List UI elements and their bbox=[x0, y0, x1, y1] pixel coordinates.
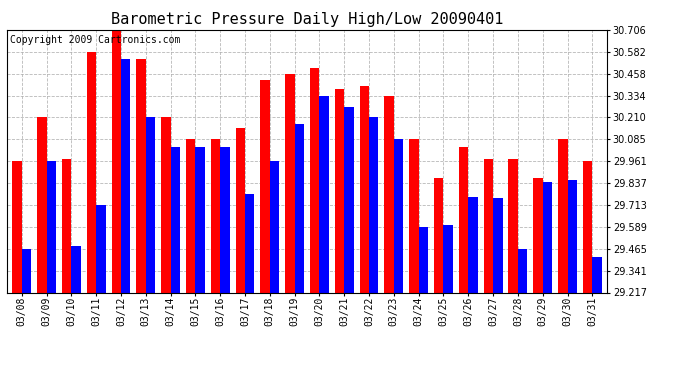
Bar bbox=[170, 147, 180, 292]
Bar bbox=[161, 117, 170, 292]
Bar bbox=[295, 124, 304, 292]
Bar bbox=[592, 257, 602, 292]
Bar bbox=[47, 161, 56, 292]
Text: Copyright 2009 Cartronics.com: Copyright 2009 Cartronics.com bbox=[10, 35, 180, 45]
Bar bbox=[583, 161, 592, 292]
Bar bbox=[419, 227, 428, 292]
Title: Barometric Pressure Daily High/Low 20090401: Barometric Pressure Daily High/Low 20090… bbox=[111, 12, 503, 27]
Bar bbox=[285, 74, 295, 292]
Bar bbox=[335, 89, 344, 292]
Bar bbox=[186, 140, 195, 292]
Bar bbox=[344, 107, 354, 292]
Bar bbox=[394, 140, 403, 292]
Bar bbox=[245, 194, 255, 292]
Bar bbox=[137, 59, 146, 292]
Bar bbox=[235, 128, 245, 292]
Bar bbox=[567, 180, 577, 292]
Bar bbox=[220, 147, 230, 292]
Bar bbox=[518, 249, 527, 292]
Bar bbox=[62, 159, 71, 292]
Bar bbox=[112, 30, 121, 292]
Bar bbox=[543, 182, 552, 292]
Bar bbox=[12, 161, 22, 292]
Bar bbox=[469, 197, 477, 292]
Bar bbox=[509, 159, 518, 292]
Bar bbox=[37, 117, 47, 292]
Bar bbox=[87, 52, 96, 292]
Bar bbox=[270, 161, 279, 292]
Bar bbox=[146, 117, 155, 292]
Bar bbox=[96, 205, 106, 292]
Bar bbox=[359, 86, 369, 292]
Bar bbox=[434, 178, 444, 292]
Bar bbox=[459, 147, 469, 292]
Bar bbox=[409, 140, 419, 292]
Bar bbox=[444, 225, 453, 292]
Bar bbox=[384, 96, 394, 292]
Bar bbox=[121, 59, 130, 292]
Bar bbox=[71, 246, 81, 292]
Bar bbox=[493, 198, 502, 292]
Bar bbox=[558, 140, 567, 292]
Bar bbox=[484, 159, 493, 292]
Bar bbox=[533, 178, 543, 292]
Bar bbox=[22, 249, 31, 292]
Bar bbox=[319, 96, 329, 292]
Bar bbox=[260, 80, 270, 292]
Bar bbox=[310, 68, 319, 292]
Bar bbox=[211, 140, 220, 292]
Bar bbox=[369, 117, 379, 292]
Bar bbox=[195, 147, 205, 292]
